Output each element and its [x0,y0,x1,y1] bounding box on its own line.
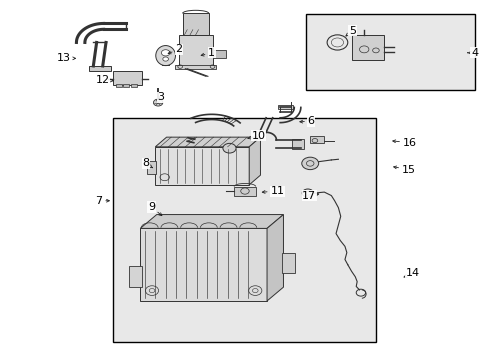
Bar [128,266,142,287]
Text: 4: 4 [467,48,477,58]
Bar [352,35,384,60]
Bar [292,139,304,149]
Text: 15: 15 [393,165,415,175]
Bar [309,136,324,143]
Bar [88,66,111,72]
Polygon shape [249,137,260,185]
Text: 17: 17 [302,191,318,201]
Text: 16: 16 [392,138,416,148]
Text: 3: 3 [157,92,164,102]
Text: 10: 10 [247,131,265,141]
Text: 11: 11 [262,186,284,196]
Text: 6: 6 [299,116,314,126]
Bar [278,105,293,109]
Text: 12: 12 [96,75,113,85]
Polygon shape [266,215,283,301]
Text: 1: 1 [201,48,215,58]
Bar [123,84,129,87]
Circle shape [153,99,163,106]
Circle shape [223,143,236,153]
Bar [140,228,266,301]
Bar [146,161,156,175]
Circle shape [161,50,169,56]
Circle shape [163,57,168,61]
Bar [155,147,249,185]
Ellipse shape [156,46,175,66]
Bar [305,14,473,90]
Bar [281,253,294,273]
Circle shape [301,157,318,170]
Bar [131,84,136,87]
Polygon shape [155,137,260,147]
Bar [179,35,212,66]
Text: 7: 7 [95,196,109,206]
Bar [113,118,375,342]
Text: 14: 14 [403,268,419,278]
Bar [212,50,225,58]
Text: 5: 5 [345,26,355,36]
Bar [182,13,208,35]
Bar [116,84,121,87]
Bar [113,72,142,85]
Text: 8: 8 [142,158,152,168]
Polygon shape [140,215,283,228]
Bar [234,186,255,195]
Bar [175,64,216,69]
Text: 2: 2 [168,44,182,54]
Text: 9: 9 [148,202,162,216]
Circle shape [302,189,313,197]
Text: 13: 13 [57,53,75,63]
